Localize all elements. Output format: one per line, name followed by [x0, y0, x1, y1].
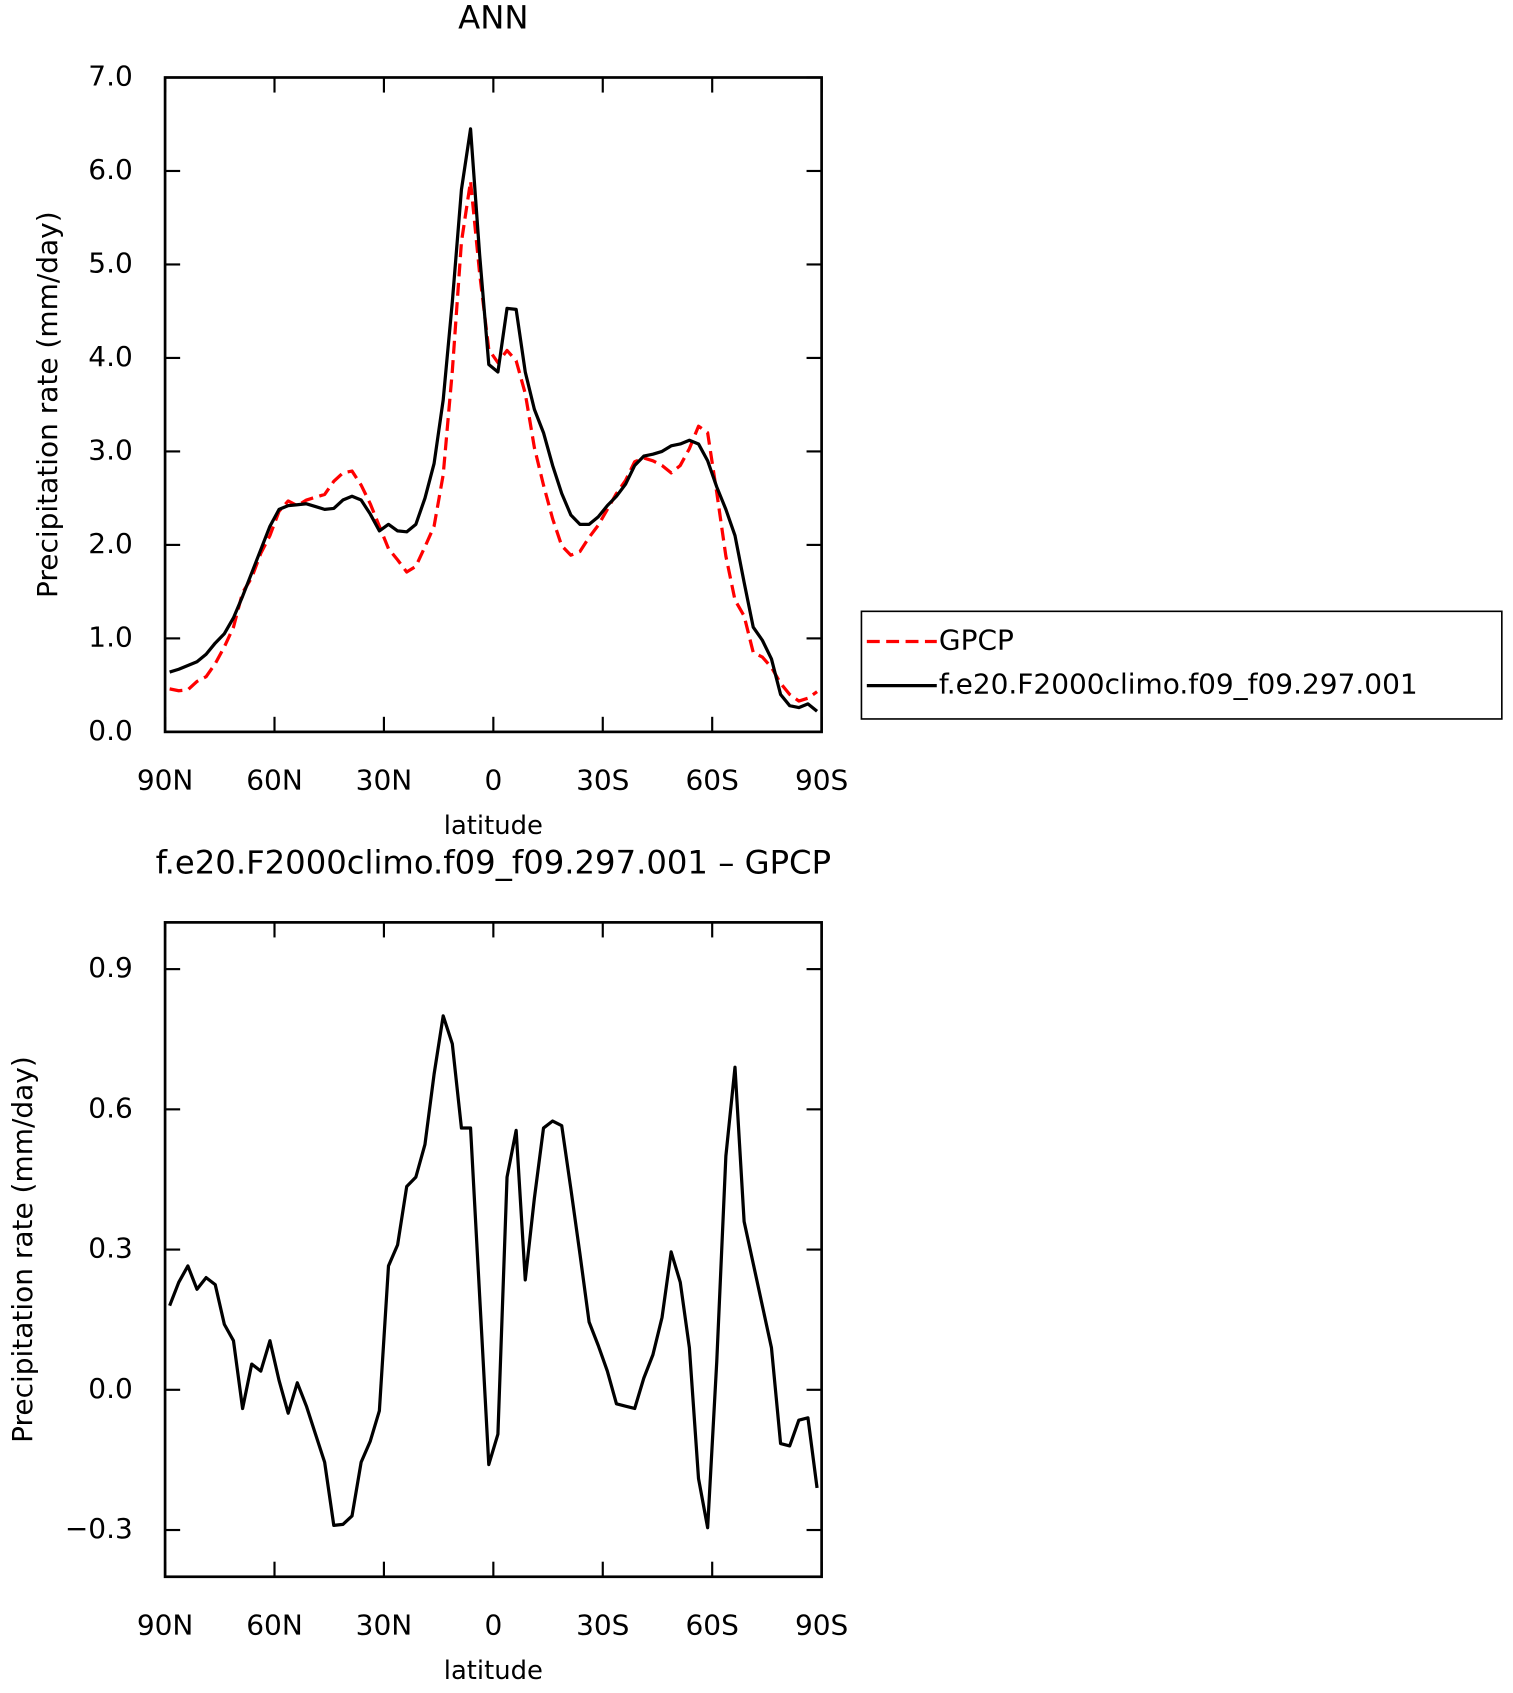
- x-axis-label: latitude: [444, 811, 543, 841]
- legend-label: GPCP: [939, 623, 1014, 656]
- x-tick-label: 90S: [795, 1608, 848, 1641]
- y-axis-label: Precipitation rate (mm/day): [6, 1056, 39, 1443]
- x-tick-label: 60S: [686, 1608, 739, 1641]
- y-tick-label: 6.0: [88, 153, 132, 186]
- y-tick-label: 0.0: [88, 1372, 132, 1405]
- x-tick-label: 90N: [137, 763, 194, 796]
- y-tick-label: 1.0: [88, 620, 132, 653]
- y-tick-label: 2.0: [88, 527, 132, 560]
- y-tick-label: 0.6: [88, 1091, 132, 1124]
- chart-title: ANN: [458, 0, 528, 36]
- x-tick-label: 30S: [576, 1608, 629, 1641]
- legend-box: [860, 610, 1503, 720]
- data-line: [168, 1014, 819, 1530]
- y-tick-label: 0.3: [88, 1232, 132, 1265]
- x-tick-label: 30S: [576, 763, 629, 796]
- data-line: [169, 127, 819, 713]
- y-tick-label: 7.0: [88, 59, 132, 92]
- x-tick-label: 0: [484, 1608, 502, 1641]
- y-tick-label: 4.0: [88, 340, 132, 373]
- x-tick-label: 60S: [686, 763, 739, 796]
- x-tick-label: 60N: [246, 1608, 303, 1641]
- y-tick-label: 0.9: [88, 951, 132, 984]
- y-tick-label: 5.0: [88, 246, 132, 279]
- x-tick-label: 30N: [356, 1608, 413, 1641]
- chart-title: f.e20.F2000climo.f09_f09.297.001 – GPCP: [156, 843, 831, 881]
- y-tick-label: 0.0: [88, 714, 132, 747]
- x-tick-label: 90N: [137, 1608, 194, 1641]
- y-tick-label: 3.0: [88, 433, 132, 466]
- x-tick-label: 30N: [356, 763, 413, 796]
- x-tick-label: 90S: [795, 763, 848, 796]
- plot-frame: [163, 921, 823, 1579]
- legend-label: f.e20.F2000climo.f09_f09.297.001: [939, 668, 1418, 701]
- x-tick-label: 0: [484, 763, 502, 796]
- y-axis-label: Precipitation rate (mm/day): [31, 211, 64, 598]
- y-tick-label: −0.3: [65, 1512, 133, 1545]
- data-line: [169, 179, 818, 703]
- x-tick-label: 60N: [246, 763, 303, 796]
- x-axis-label: latitude: [444, 1656, 543, 1686]
- plot-frame: [163, 76, 823, 734]
